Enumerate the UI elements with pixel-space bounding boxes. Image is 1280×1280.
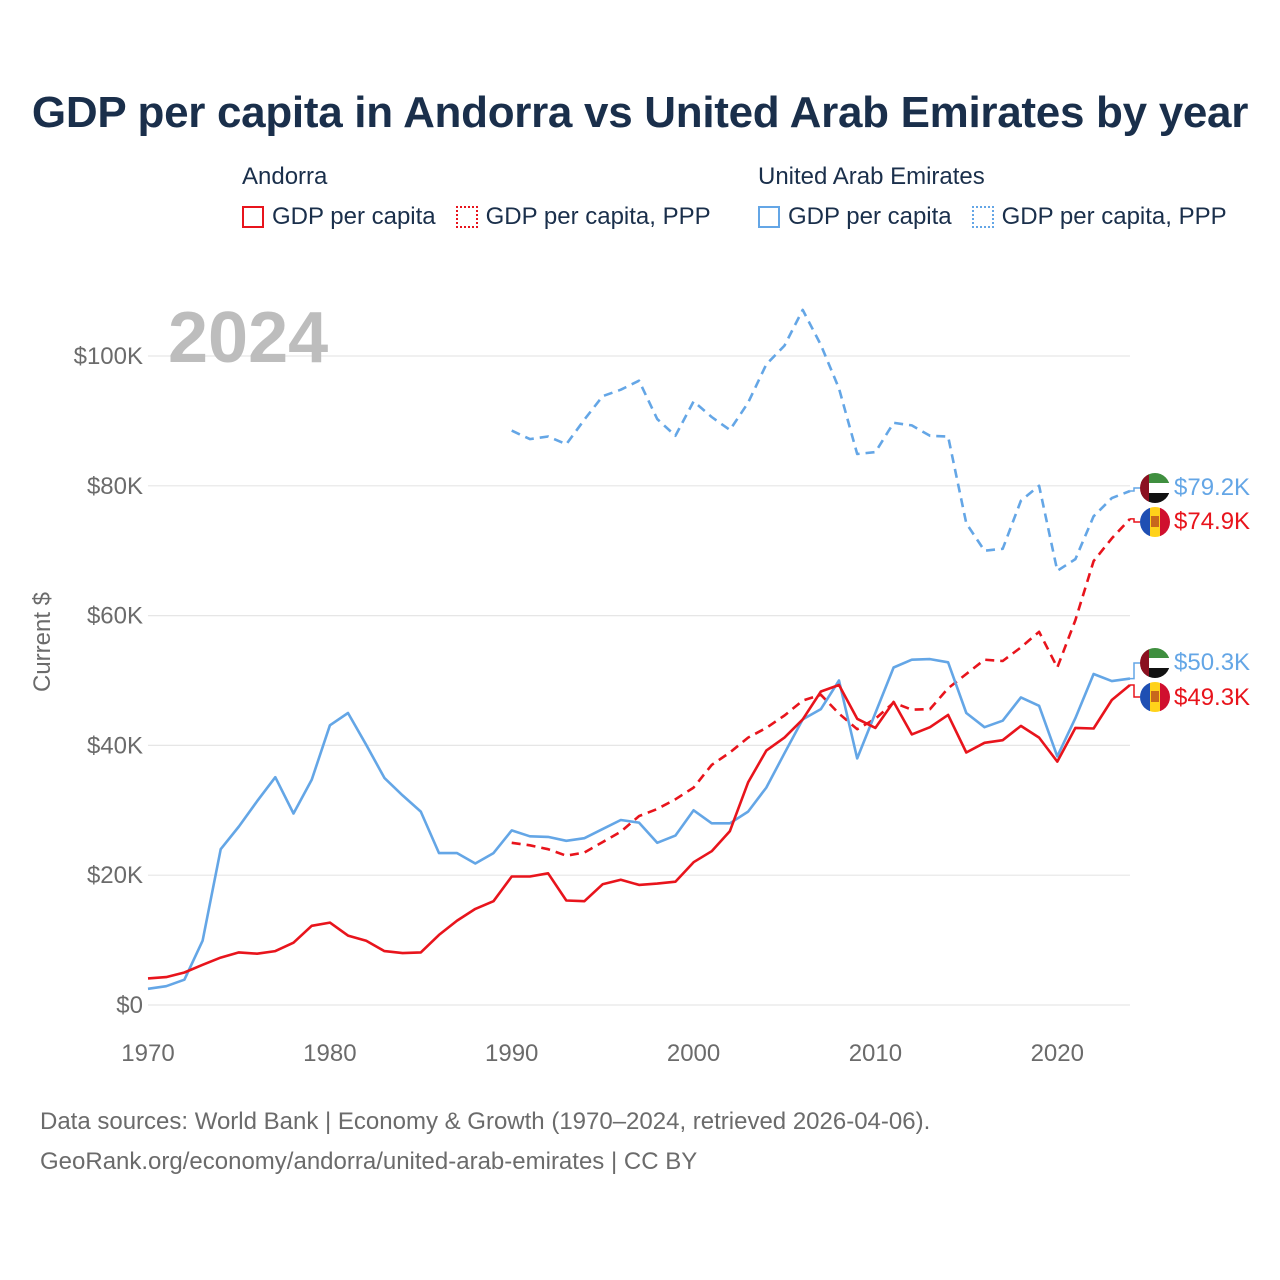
footer-credit: GeoRank.org/economy/andorra/united-arab-… <box>40 1148 698 1175</box>
end-connector <box>1130 487 1140 492</box>
andorra-flag-icon <box>1140 682 1170 712</box>
series-line-andorra-gdp <box>147 683 1131 980</box>
series-line-uae-gdp <box>147 657 1131 991</box>
y-tick-label: $40K <box>87 732 143 759</box>
series-lines <box>147 308 1131 991</box>
legend-andorra: Andorra GDP per capita GDP per capita, P… <box>242 163 731 231</box>
x-ticks: 1970 1980 1990 2000 2010 2020 <box>121 1040 1084 1067</box>
legend-item-andorra-gdp-ppp[interactable]: GDP per capita, PPP <box>455 203 711 231</box>
year-watermark: 2024 <box>168 298 328 378</box>
y-tick-label: $20K <box>87 862 143 889</box>
andorra-flag-icon <box>1140 507 1170 537</box>
x-tick-label: 1990 <box>485 1040 538 1067</box>
y-ticks: $0 $20K $40K $60K $80K $100K <box>74 343 143 1019</box>
legend-item-uae-gdp-ppp[interactable]: GDP per capita, PPP <box>971 203 1227 231</box>
end-label-andorra-ppp: $74.9K <box>1174 508 1250 535</box>
legend-label: GDP per capita <box>788 203 952 230</box>
x-tick-label: 2010 <box>849 1040 902 1067</box>
grid <box>148 355 1130 1006</box>
legend-label: GDP per capita, PPP <box>1001 203 1227 230</box>
end-label-uae-ppp: $79.2K <box>1174 474 1250 501</box>
y-tick-label: $60K <box>87 603 143 630</box>
chart-title: GDP per capita in Andorra vs United Arab… <box>31 88 1249 137</box>
y-tick-label: $0 <box>116 992 143 1019</box>
legend-swatch-solid <box>242 206 264 228</box>
x-tick-label: 1980 <box>303 1040 356 1067</box>
legend-uae: United Arab Emirates GDP per capita GDP … <box>758 163 1247 231</box>
legend-item-uae-gdp[interactable]: GDP per capita <box>758 203 952 231</box>
end-connector <box>1130 662 1140 680</box>
y-tick-label: $80K <box>87 473 143 500</box>
uae-flag-icon <box>1140 473 1170 503</box>
series-line-andorra-ppp <box>511 518 1131 858</box>
series-line-uae-ppp <box>511 308 1131 573</box>
legend-swatch-dotted <box>971 206 994 228</box>
legend-group-title: United Arab Emirates <box>758 163 985 190</box>
y-tick-label: $100K <box>74 343 143 370</box>
end-connector <box>1130 518 1140 523</box>
end-label-connectors <box>1130 487 1140 698</box>
x-tick-label: 2000 <box>667 1040 720 1067</box>
legend-label: GDP per capita <box>272 203 436 230</box>
legend-item-andorra-gdp[interactable]: GDP per capita <box>242 203 436 231</box>
end-label-uae-gdp: $50.3K <box>1174 649 1250 676</box>
legend-group-title: Andorra <box>242 163 328 190</box>
end-label-andorra-gdp: $49.3K <box>1174 684 1250 711</box>
uae-flag-icon <box>1140 648 1170 678</box>
footer-sources: Data sources: World Bank | Economy & Gro… <box>40 1108 931 1135</box>
y-axis-label: Current $ <box>29 592 56 692</box>
x-tick-label: 2020 <box>1031 1040 1084 1067</box>
legend-swatch-dotted <box>455 206 478 228</box>
legend-label: GDP per capita, PPP <box>485 203 711 230</box>
end-connector <box>1130 684 1140 698</box>
x-tick-label: 1970 <box>121 1040 174 1067</box>
legend-swatch-solid <box>758 206 780 228</box>
